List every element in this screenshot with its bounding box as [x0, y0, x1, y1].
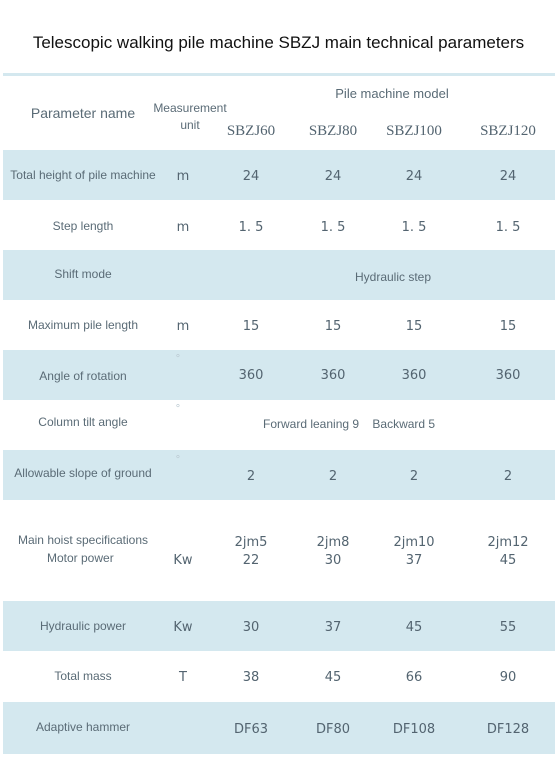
row-unit: Kw — [173, 620, 193, 635]
table-row: Adaptive hammer DF63 DF80 DF108 DF128 — [3, 702, 555, 754]
row-value: 45 — [324, 670, 342, 685]
row-value: 55 — [499, 620, 517, 635]
table-row: Total height of pile machine m 24 24 24 … — [3, 150, 555, 200]
row-value: 45 — [405, 620, 423, 635]
table-row: Step length m 1. 5 1. 5 1. 5 1. 5 — [3, 200, 555, 250]
table-row: Main hoist specifications Motor power Kw… — [3, 500, 555, 601]
table-row: Column tilt angle ° Forward leaning 9 Ba… — [3, 400, 555, 450]
row-value: 15 — [324, 319, 342, 334]
table-row: Maximum pile length m 15 15 15 15 — [3, 300, 555, 350]
row-value: 2 — [328, 469, 338, 484]
row-value: 24 — [499, 169, 517, 184]
degree-symbol: ° — [175, 403, 181, 415]
table-row: Hydraulic power Kw 30 37 45 55 — [3, 601, 555, 651]
row-value: 37 — [324, 620, 342, 635]
row-unit: m — [176, 319, 190, 334]
degree-symbol: ° — [175, 353, 181, 365]
row-value: 2 — [246, 469, 256, 484]
row-label: Total height of pile machine — [10, 168, 156, 182]
degree-symbol: ° — [175, 454, 181, 466]
row-value: DF108 — [392, 722, 436, 737]
table-header: Parameter name Measurement unit Pile mac… — [3, 76, 555, 150]
row-value: 38 — [242, 670, 260, 685]
row-value: 1. 5 — [320, 220, 346, 235]
row-value: 30 — [242, 620, 260, 635]
row-value: 22 — [242, 553, 260, 568]
row-label-line2: Motor power — [47, 551, 114, 565]
row-label-line1: Main hoist specifications — [17, 533, 149, 547]
row-label: Adaptive hammer — [35, 720, 131, 734]
row-value: 360 — [238, 368, 264, 383]
row-value: 2 — [409, 469, 419, 484]
row-span-value: Hydraulic step — [354, 270, 432, 284]
header-unit-line1: Measurement — [153, 101, 227, 115]
row-value: 2jm8 — [316, 535, 350, 550]
row-label: Shift mode — [54, 267, 112, 281]
row-label: Maximum pile length — [27, 318, 139, 332]
row-unit: m — [176, 169, 190, 184]
row-value: 15 — [405, 319, 423, 334]
header-model-4: SBZJ120 — [480, 123, 536, 139]
row-value: 24 — [242, 169, 260, 184]
row-value: 90 — [499, 670, 517, 685]
header-unit-line2: unit — [180, 118, 200, 132]
header-model-group: Pile machine model — [335, 86, 449, 101]
row-value: DF128 — [486, 722, 530, 737]
row-value: 360 — [320, 368, 346, 383]
row-value: 1. 5 — [401, 220, 427, 235]
table-top-rule — [3, 73, 555, 76]
row-value: 2jm10 — [393, 535, 435, 550]
row-value: 1. 5 — [238, 220, 264, 235]
row-label: Total mass — [54, 669, 112, 683]
row-value: 30 — [324, 553, 342, 568]
row-label: Angle of rotation — [39, 369, 127, 383]
header-model-2: SBZJ80 — [308, 123, 358, 139]
row-value: 1. 5 — [495, 220, 521, 235]
table-row: Shift mode Hydraulic step — [3, 250, 555, 300]
table-row: Total mass T 38 45 66 90 — [3, 651, 555, 702]
row-unit: Kw — [173, 553, 193, 568]
row-value: 15 — [499, 319, 517, 334]
page-title: Telescopic walking pile machine SBZJ mai… — [32, 33, 525, 52]
row-value: DF63 — [233, 722, 269, 737]
row-value: 24 — [324, 169, 342, 184]
row-value: 37 — [405, 553, 423, 568]
row-unit: m — [176, 220, 190, 235]
row-value: 2jm12 — [487, 535, 529, 550]
row-value: 66 — [405, 670, 423, 685]
row-label: Step length — [52, 219, 114, 233]
header-parameter-name: Parameter name — [30, 105, 136, 121]
row-span-value: Forward leaning 9 Backward 5 — [263, 417, 436, 431]
row-value: 15 — [242, 319, 260, 334]
table-row: Angle of rotation ° 360 360 360 360 — [3, 350, 555, 400]
row-value: 360 — [495, 368, 521, 383]
row-value: 2jm5 — [234, 535, 268, 550]
row-value: DF80 — [315, 722, 351, 737]
row-value: 2 — [503, 469, 513, 484]
row-value: 45 — [499, 553, 517, 568]
row-label: Allowable slope of ground — [14, 466, 152, 480]
header-model-3: SBZJ100 — [386, 123, 442, 139]
row-unit: T — [179, 670, 187, 685]
row-label: Column tilt angle — [38, 415, 128, 429]
row-value: 24 — [405, 169, 423, 184]
header-model-1: SBZJ60 — [226, 123, 276, 139]
table-row: Allowable slope of ground ° 2 2 2 2 — [3, 450, 555, 500]
row-label: Hydraulic power — [39, 619, 127, 633]
row-value: 360 — [401, 368, 427, 383]
